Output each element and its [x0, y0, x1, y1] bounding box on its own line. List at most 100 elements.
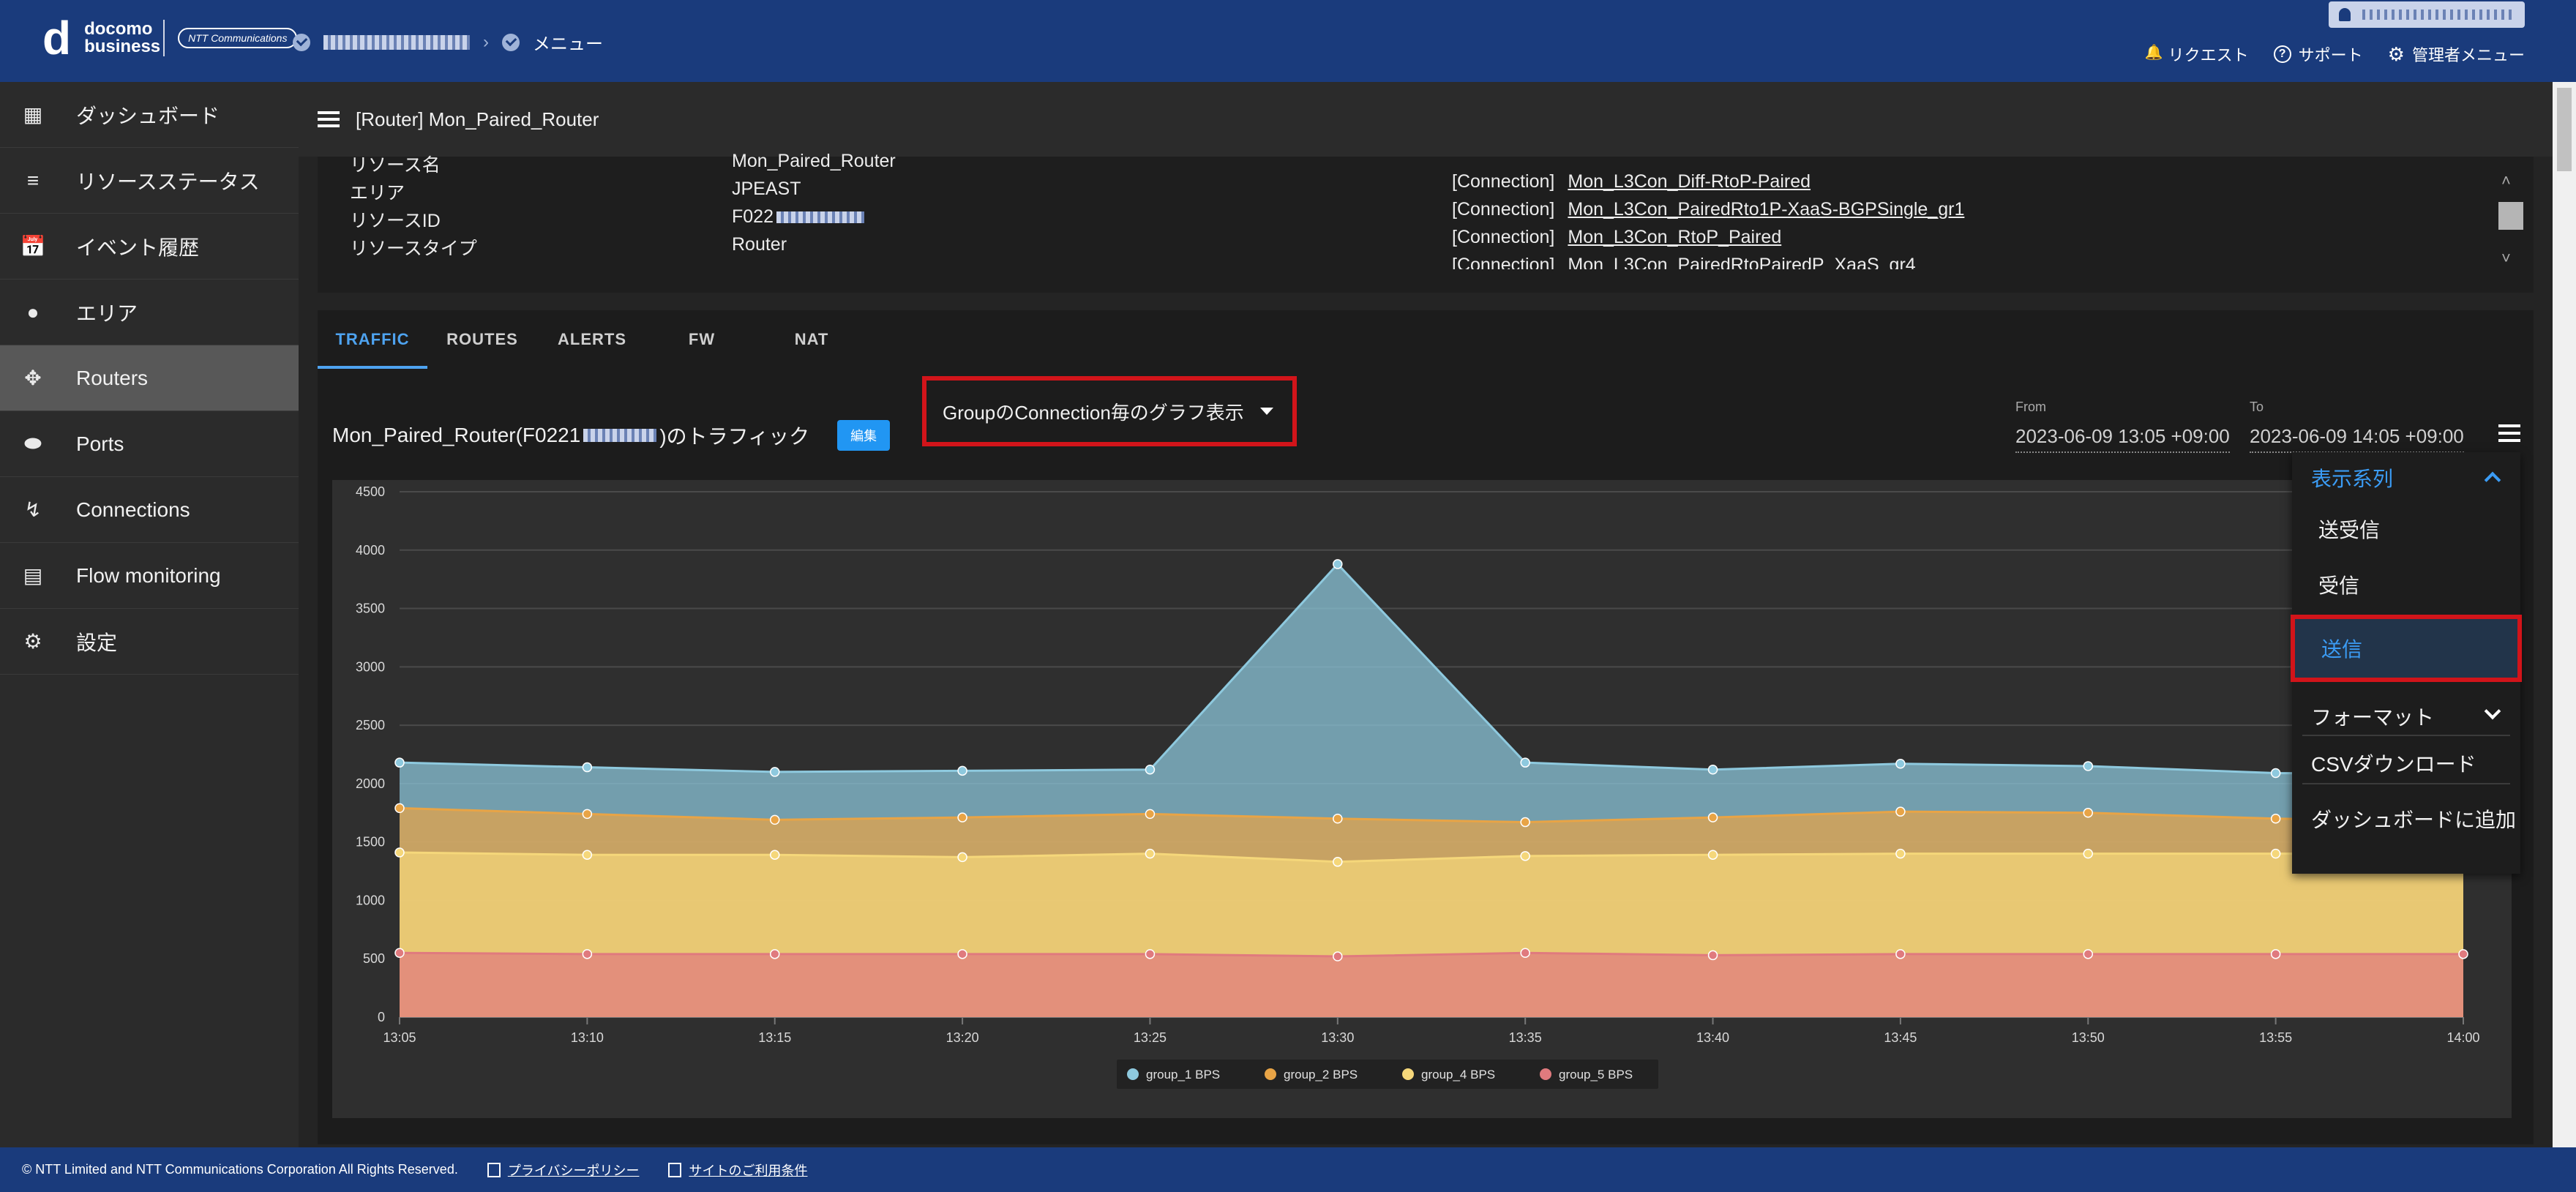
to-label: To [2250, 400, 2264, 414]
sidebar-item-area[interactable]: ● エリア [0, 280, 299, 345]
y-tick-label: 2500 [356, 718, 385, 732]
sidebar-item-label: Ports [76, 432, 124, 455]
sidebar-item-resource-status[interactable]: ≡ リソースステータス [0, 148, 299, 214]
data-point [2270, 768, 2281, 779]
to-value: 2023-06-09 14:05 +09:00 [2250, 425, 2464, 453]
tab-alerts[interactable]: ALERTS [558, 330, 626, 348]
page-scrollbar[interactable] [2553, 82, 2576, 1147]
tab-fw[interactable]: FW [688, 330, 716, 348]
graph-mode-select[interactable]: GroupのConnection毎のグラフ表示 [922, 376, 1297, 446]
masked-user-name [2358, 10, 2512, 20]
page-scrollbar-thumb[interactable] [2557, 88, 2572, 171]
x-tick-label: 13:20 [946, 1030, 979, 1045]
resource-id-prefix: F022 [732, 206, 774, 227]
chart-options-menu: 表示系列 送受信 受信 送信 フォーマット CSVダウンロード ダッシュボードに… [2291, 452, 2522, 874]
y-tick-label: 4000 [356, 543, 385, 558]
check-circle-icon [293, 33, 310, 51]
request-label: リクエスト [2168, 46, 2249, 64]
scroll-down-icon[interactable]: ˅ [2501, 249, 2511, 267]
data-point [2083, 761, 2094, 771]
support-label: サポート [2298, 46, 2363, 64]
series-section-label: 表示系列 [2311, 468, 2394, 490]
scrollbar-thumb[interactable] [2498, 202, 2523, 230]
sidebar-item-label: イベント履歴 [76, 236, 200, 259]
chart-menu-icon[interactable] [2498, 424, 2520, 442]
scroll-up-icon[interactable]: ˄ [2501, 171, 2511, 190]
data-point [2270, 848, 2281, 859]
sidebar-item-label: リソースステータス [76, 170, 260, 193]
series-line [399, 562, 2464, 776]
user-account-button[interactable] [2329, 1, 2525, 28]
connection-item: [Connection] Mon_L3Con_Diff-RtoP-Paired [1452, 171, 1811, 192]
docomo-business-logo[interactable]: d docomo business NTT Communications [42, 15, 298, 61]
connection-link[interactable]: Mon_L3Con_RtoP_Paired [1568, 227, 1782, 247]
from-date-field[interactable]: From 2023-06-09 13:05 +09:00 [2015, 400, 2230, 453]
sidebar-item-dashboard[interactable]: ▦ ダッシュボード [0, 82, 299, 148]
logo-divider [163, 20, 165, 56]
csv-download-item[interactable]: CSVダウンロード [2311, 753, 2476, 776]
x-tick-label: 13:10 [571, 1030, 604, 1045]
edit-button[interactable]: 編集 [837, 420, 891, 451]
terms-link[interactable]: サイトのご利用条件 [668, 1161, 807, 1180]
connection-link[interactable]: Mon_L3Con_PairedRtoPairedP_XaaS_gr4 [1568, 255, 1916, 269]
format-menu-item[interactable]: フォーマット [2292, 691, 2520, 742]
tab-routes[interactable]: ROUTES [446, 330, 518, 348]
series-option-send[interactable]: 送信 [2291, 615, 2522, 682]
x-tick-label: 13:25 [1134, 1030, 1167, 1045]
x-tick-label: 13:40 [1696, 1030, 1729, 1045]
data-point [1895, 759, 1906, 769]
series-section-header[interactable]: 表示系列 [2292, 452, 2520, 503]
x-tick-label: 13:35 [1509, 1030, 1542, 1045]
graph-mode-value: GroupのConnection毎のグラフ表示 [943, 401, 1244, 424]
help-icon: ? [2273, 45, 2291, 63]
series-option-both[interactable]: 送受信 [2318, 519, 2381, 541]
data-point [2458, 949, 2468, 959]
to-date-field[interactable]: To 2023-06-09 14:05 +09:00 [2250, 400, 2464, 453]
breadcrumb-menu[interactable]: メニュー [533, 34, 603, 54]
legend-swatch [1402, 1068, 1414, 1080]
document-icon [487, 1162, 501, 1177]
series-line [399, 851, 2463, 863]
privacy-policy-label: プライバシーポリシー [507, 1163, 640, 1178]
info-value-resource-name: Mon_Paired_Router [732, 151, 896, 171]
sidebar-item-routers[interactable]: ✥ Routers [0, 345, 299, 411]
x-tick-label: 13:55 [2259, 1030, 2292, 1045]
add-to-dashboard-item[interactable]: ダッシュボードに追加 [2311, 809, 2517, 831]
port-icon: ⬬ [24, 432, 42, 454]
sidebar-item-settings[interactable]: ⚙ 設定 [0, 609, 299, 675]
data-point [1333, 814, 1343, 824]
connections-scrollbar[interactable]: ˄ ˅ [2498, 171, 2523, 271]
support-link[interactable]: ? サポート [2273, 42, 2363, 66]
masked-tenant-name[interactable] [323, 34, 470, 50]
grid-icon: ▦ [23, 103, 43, 126]
data-point [1707, 764, 1718, 775]
page-title: [Router] Mon_Paired_Router [356, 108, 599, 130]
sidebar-item-connections[interactable]: ↯ Connections [0, 477, 299, 543]
data-point [1145, 764, 1156, 775]
info-label-area: エリア [350, 183, 405, 203]
data-point [2270, 949, 2281, 959]
admin-menu-link[interactable]: ⚙ 管理者メニュー [2388, 42, 2525, 66]
logo-text: docomo business [84, 19, 161, 56]
connection-item: [Connection] Mon_L3Con_PairedRto1P-XaaS-B… [1452, 199, 1964, 220]
series-option-receive[interactable]: 受信 [2318, 574, 2360, 597]
data-point [2270, 814, 2281, 824]
legend-label: group_5 BPS [1559, 1068, 1633, 1082]
connection-link[interactable]: Mon_L3Con_Diff-RtoP-Paired [1568, 171, 1811, 192]
y-tick-label: 2000 [356, 776, 385, 791]
privacy-policy-link[interactable]: プライバシーポリシー [487, 1161, 640, 1180]
menu-toggle-icon[interactable] [318, 111, 340, 127]
tab-traffic[interactable]: TRAFFIC [318, 310, 427, 369]
sidebar-item-ports[interactable]: ⬬ Ports [0, 411, 299, 477]
traffic-chart: 0 500 1000 1500 2000 2500 3000 3500 4000 4500 13:0… [332, 480, 2512, 1118]
router-icon: ✥ [24, 367, 42, 389]
sidebar-item-event-history[interactable]: 📅 イベント履歴 [0, 214, 299, 280]
connection-icon: ↯ [24, 498, 42, 521]
request-link[interactable]: リクエスト [2145, 42, 2249, 66]
y-tick-label: 3500 [356, 601, 385, 616]
connection-link[interactable]: Mon_L3Con_PairedRto1P-XaaS-BGPSingle_gr1 [1568, 199, 1965, 220]
sidebar-item-flow-monitoring[interactable]: ▤ Flow monitoring [0, 543, 299, 609]
data-point [1145, 949, 1156, 959]
tab-nat[interactable]: NAT [794, 330, 829, 348]
data-point [394, 948, 405, 958]
